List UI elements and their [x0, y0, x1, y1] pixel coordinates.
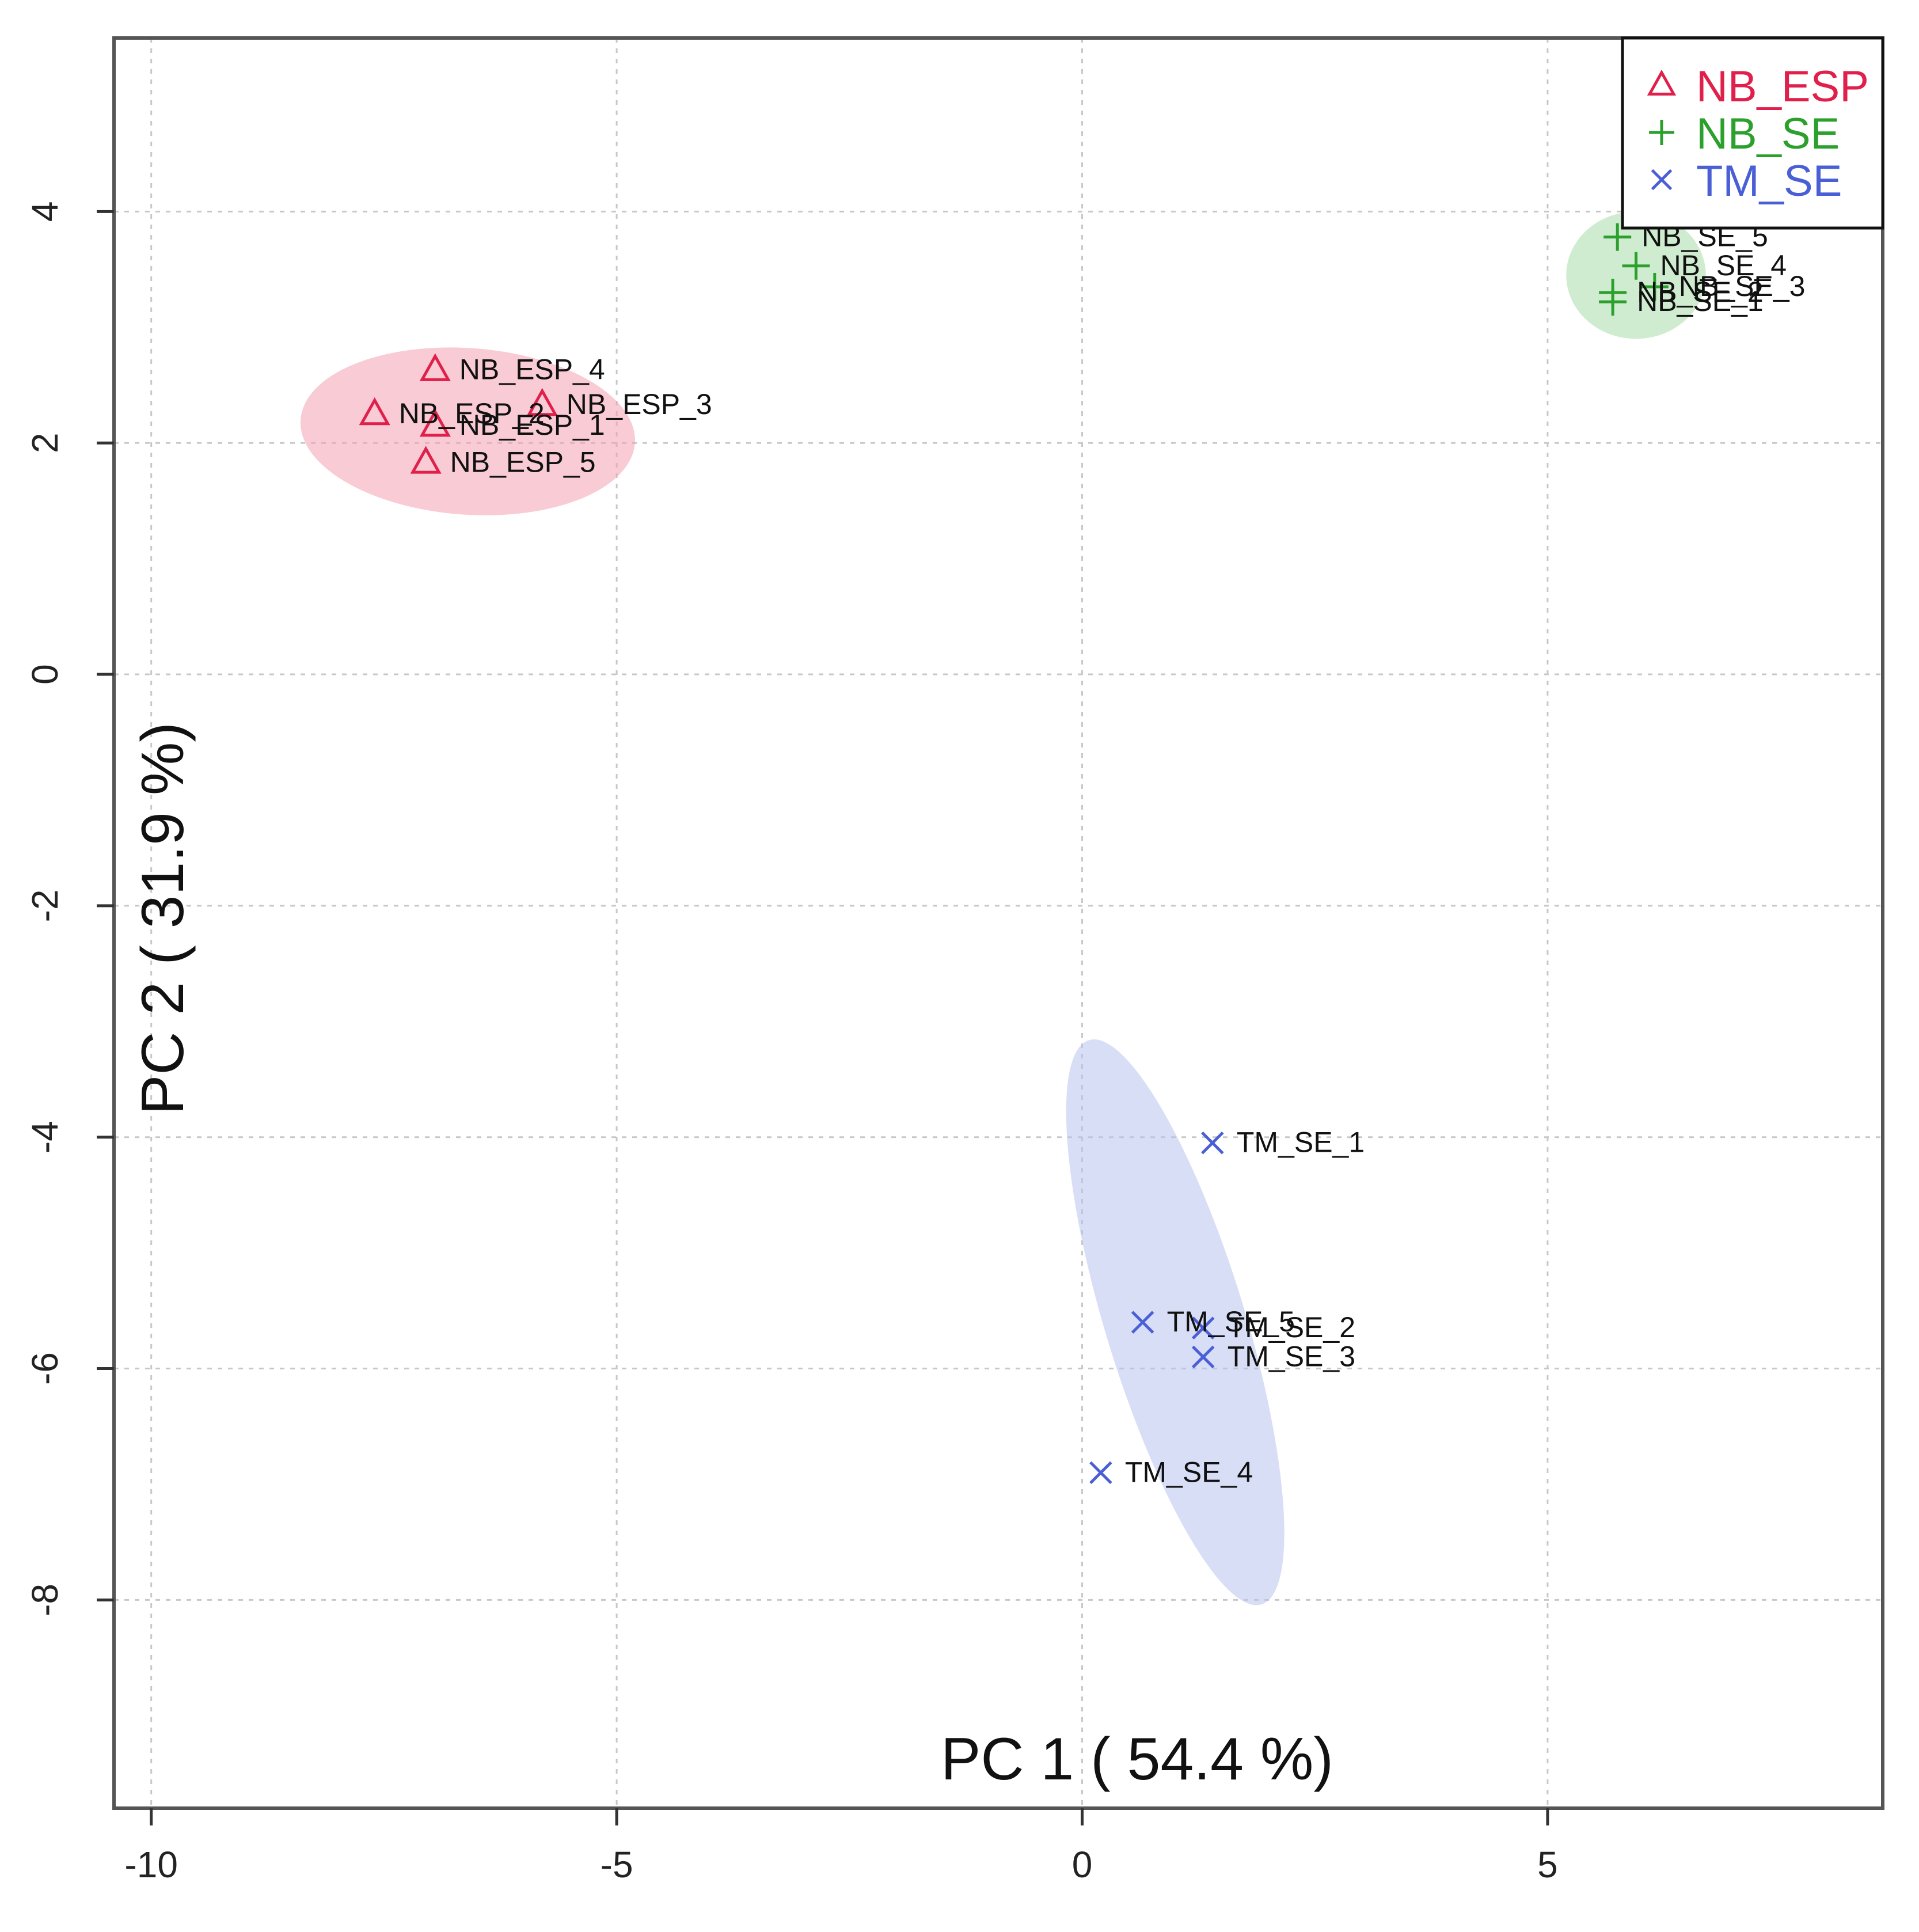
point-nb-se [1599, 279, 1627, 307]
point-label: TM_SE_3 [1228, 1340, 1355, 1372]
y-tick-label: 4 [24, 202, 66, 222]
plot-frame [112, 36, 1884, 1810]
point-nb-se [1622, 252, 1650, 280]
y-axis: -8 -6 -4 -2 0 2 4 [24, 202, 114, 1616]
point-label: NB_SE_2 [1637, 276, 1764, 308]
point-labels: NB_ESP_1NB_ESP_2 NB_ESP_3NB_ESP_4 NB_ESP_5… [399, 221, 1806, 1489]
point-label: NB_ESP_5 [450, 446, 596, 478]
point-nb-se [1640, 272, 1669, 301]
point-nb-se [1603, 223, 1632, 251]
grid-lines [114, 38, 1883, 1808]
data-points [359, 223, 1669, 1485]
ellipse-nb-esp [300, 347, 635, 515]
point-nb-esp [359, 397, 390, 426]
y-tick-label: -4 [24, 1121, 66, 1153]
point-tm-se [1089, 1461, 1112, 1485]
point-nb-esp [410, 446, 442, 474]
point-nb-esp [419, 353, 451, 381]
legend-label: TM_SE [1696, 157, 1842, 206]
x-axis-title: PC 1 ( 54.4 %) [941, 1726, 1333, 1793]
y-tick-label: -2 [24, 889, 66, 922]
point-tm-se [1191, 1345, 1215, 1369]
x-tick-label: -5 [601, 1844, 633, 1885]
point-label: NB_ESP_4 [459, 354, 605, 386]
point-label: NB_ESP_3 [567, 388, 712, 420]
y-axis-title: PC 2 ( 31.9 %) [130, 722, 196, 1115]
x-tick-label: 5 [1537, 1844, 1558, 1885]
point-label: NB_SE_4 [1660, 249, 1787, 282]
legend-marker-nb-esp [1647, 69, 1677, 96]
legend-label: NB_ESP [1696, 62, 1869, 111]
x-axis: -10 -5 0 5 [124, 1808, 1558, 1885]
point-label: TM_SE_2 [1228, 1311, 1355, 1343]
point-label: NB_ESP_1 [459, 409, 605, 441]
point-label: NB_SE_1 [1637, 285, 1764, 317]
point-nb-esp [419, 408, 451, 437]
point-label: NB_SE_3 [1679, 270, 1806, 302]
y-tick-label: -8 [24, 1584, 66, 1616]
y-tick-label: 2 [24, 432, 66, 453]
point-tm-se [1191, 1316, 1215, 1339]
ellipse-tm-se [1066, 1039, 1285, 1605]
point-label: TM_SE_4 [1125, 1456, 1253, 1488]
legend-marker-nb-se [1649, 120, 1674, 145]
x-tick-label: -10 [124, 1844, 178, 1885]
point-label: TM_SE_5 [1167, 1305, 1295, 1338]
point-tm-se [1201, 1131, 1224, 1155]
point-label: TM_SE_1 [1237, 1126, 1365, 1159]
point-nb-esp [526, 388, 558, 416]
y-tick-label: -6 [24, 1352, 66, 1385]
point-label: NB_ESP_2 [399, 397, 545, 430]
legend-label: NB_SE [1696, 109, 1840, 158]
x-tick-label: 0 [1072, 1844, 1093, 1885]
legend-marker-tm-se [1651, 169, 1673, 191]
point-tm-se [1131, 1311, 1154, 1334]
y-tick-label: 0 [24, 664, 66, 685]
confidence-ellipses [300, 211, 1706, 1605]
